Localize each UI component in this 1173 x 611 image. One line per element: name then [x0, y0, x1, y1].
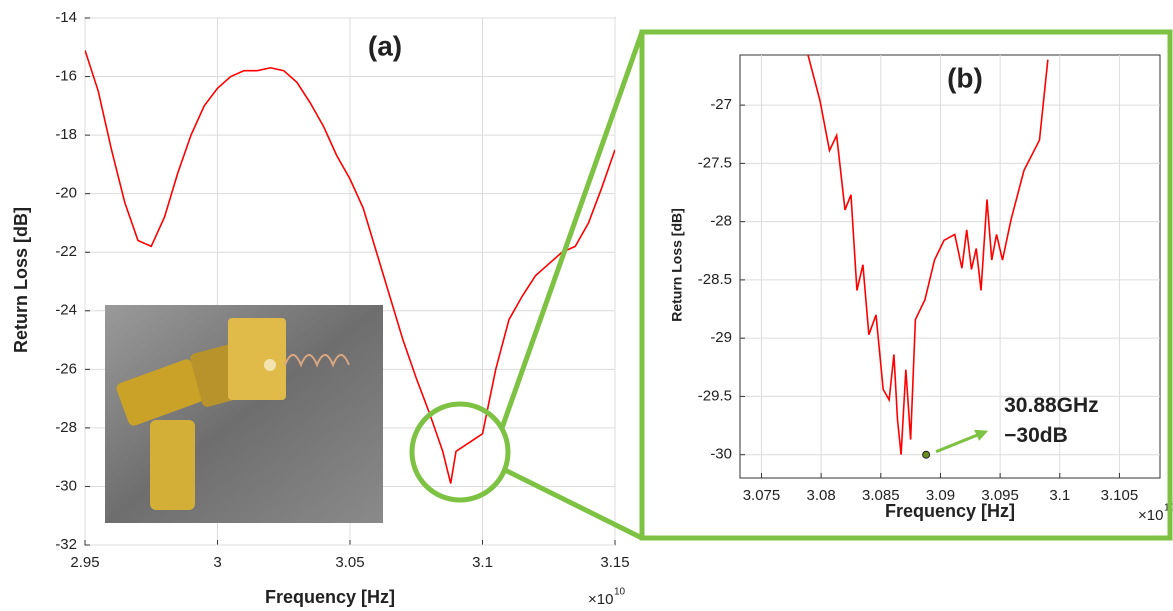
x-axis-label: Frequency [Hz]: [265, 587, 395, 607]
data-line: [85, 49, 615, 484]
y-tick-label: -32: [55, 536, 77, 553]
x-tick-label: 3.075: [743, 487, 781, 504]
annotation-layer: 30.88GHz −30dB: [922, 394, 1099, 459]
y-tick-label: -18: [55, 126, 77, 143]
annotation-text: −30dB: [1004, 424, 1068, 447]
x-tick-label: 3.1: [472, 554, 493, 571]
x-tick-label: 3.105: [1101, 487, 1139, 504]
x-tick-label: 3.1: [1049, 487, 1070, 504]
x-multiplier: ×10: [1138, 507, 1163, 524]
y-tick-label: -27.5: [698, 154, 732, 171]
x-tick-label: 3.05: [335, 554, 364, 571]
panel-label: (a): [368, 30, 402, 61]
x-tick-label: 3.08: [807, 487, 836, 504]
y-tick-label: -30: [55, 477, 77, 494]
y-tick-label: -16: [55, 68, 77, 85]
y-axis-label: Return Loss [dB]: [669, 208, 685, 322]
y-tick-label: -24: [55, 302, 77, 319]
y-tick-label: -27: [710, 96, 732, 113]
inset-photo: [105, 305, 383, 523]
zoom-indicator: [409, 29, 1173, 541]
x-tick-label: 3.15: [600, 554, 629, 571]
x-tick-label: 3: [213, 554, 221, 571]
y-axis-label: Return Loss [dB]: [11, 207, 31, 353]
x-tick-label: 3.085: [862, 487, 900, 504]
y-tick-label: -29.5: [698, 387, 732, 404]
y-tick-label: -28: [55, 419, 77, 436]
plot-area: [739, 54, 1161, 479]
y-tick-label: -20: [55, 185, 77, 202]
annotation-text: 30.88GHz: [1004, 394, 1099, 417]
y-tick-label: -29: [710, 329, 732, 346]
y-tick-label: -30: [710, 446, 732, 463]
data-point-marker: [922, 450, 931, 459]
y-tick-label: -26: [55, 360, 77, 377]
x-exponent: 10: [614, 587, 626, 598]
annotation-arrow: [935, 433, 979, 454]
x-tick-label: 2.95: [70, 554, 99, 571]
panel-b: 3.075 3.08 3.085 3.09 3.095 3.1 3.105 -27 -27.5 -…: [669, 54, 1173, 524]
x-tick-label: 3.095: [981, 487, 1019, 504]
x-multiplier: ×10: [588, 591, 613, 608]
annotation-arrowhead: [974, 429, 989, 441]
panel-label: (b): [947, 62, 983, 93]
y-tick-label: -22: [55, 243, 77, 260]
y-tick-label: -14: [55, 9, 77, 26]
x-tick-label: 3.09: [926, 487, 955, 504]
y-tick-label: -28.5: [698, 271, 732, 288]
data-line: [807, 55, 1049, 455]
y-tick-label: -28: [710, 213, 732, 230]
x-axis-label: Frequency [Hz]: [885, 501, 1015, 521]
